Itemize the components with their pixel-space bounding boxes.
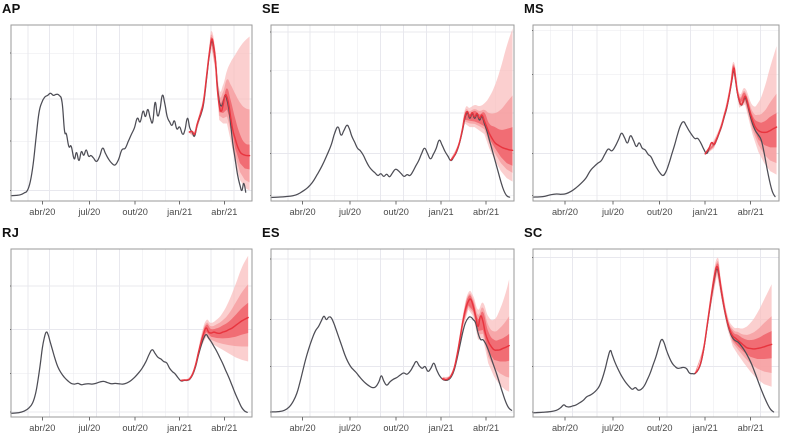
- prediction-interval-bands: [450, 28, 513, 182]
- series-forecast_median: [704, 67, 778, 155]
- panel-title-ap: AP: [2, 1, 21, 16]
- gridlines: [11, 25, 252, 201]
- x-tick-label: abr/21: [473, 423, 499, 433]
- x-tick-label: abr/21: [211, 423, 237, 433]
- x-tick-label: out/20: [122, 207, 148, 217]
- x-tick-label: abr/20: [552, 207, 578, 217]
- x-tick-label: out/20: [383, 423, 409, 433]
- gridlines: [271, 25, 514, 201]
- series-observed: [532, 70, 776, 198]
- panel-title-se: SE: [262, 1, 280, 16]
- x-tick-label: abr/21: [738, 207, 764, 217]
- plot-area-ms: abr/20 jul/20 out/20 jan/21 abr/21: [532, 24, 780, 217]
- band-mid_80: [442, 293, 510, 380]
- plot-area-sc: abr/20 jul/20 out/20 jan/21 abr/21: [532, 248, 780, 433]
- band-inner_50: [695, 263, 772, 374]
- series-observed: [10, 40, 247, 197]
- prediction-interval-bands: [181, 255, 249, 382]
- x-tick-label: abr/20: [290, 207, 316, 217]
- series-forecast_median: [450, 110, 514, 161]
- x-tick-label: out/20: [647, 207, 673, 217]
- x-tick-label: jan/21: [692, 207, 718, 217]
- x-tick-label: jan/21: [166, 207, 192, 217]
- series-observed: [270, 315, 513, 413]
- panel-border: [532, 248, 780, 418]
- x-tick-label: abr/20: [29, 423, 55, 433]
- panel-border: [10, 24, 253, 202]
- x-tick-label: jul/20: [77, 423, 100, 433]
- x-tick-label: abr/20: [290, 423, 316, 433]
- gridlines: [533, 25, 779, 201]
- x-tick-label: jul/20: [601, 207, 624, 217]
- band-inner_50: [181, 302, 249, 381]
- plot-area-es: abr/20 jul/20 out/20 jan/21 abr/21: [270, 248, 515, 433]
- prediction-interval-bands: [189, 31, 250, 191]
- band-outer_95: [181, 255, 249, 382]
- x-tick-label: jul/20: [77, 207, 100, 217]
- series-forecast_median: [180, 316, 249, 382]
- plot-area-ap: abr/20 jul/20 out/20 jan/21 abr/21: [10, 24, 253, 217]
- x-tick-label: jan/21: [692, 423, 718, 433]
- band-inner_50: [450, 110, 513, 166]
- x-tick-label: abr/21: [211, 207, 237, 217]
- series-observed: [532, 268, 775, 414]
- x-tick-label: abr/21: [738, 423, 764, 433]
- gridlines: [533, 249, 779, 417]
- prediction-interval-bands: [705, 46, 777, 175]
- panel-title-rj: RJ: [2, 225, 20, 240]
- x-tick-label: jan/21: [428, 423, 454, 433]
- x-tick-label: jul/20: [601, 423, 624, 433]
- x-tick-label: jul/20: [338, 423, 361, 433]
- series-forecast_median: [188, 38, 251, 157]
- band-inner_50: [705, 65, 777, 155]
- series-forecast_median: [441, 298, 510, 381]
- x-tick-label: abr/20: [29, 207, 55, 217]
- x-tick-label: abr/21: [473, 207, 499, 217]
- prediction-interval-bands: [695, 257, 772, 387]
- panel-title-sc: SC: [524, 225, 543, 240]
- x-tick-label: abr/20: [552, 423, 578, 433]
- series-observed: [10, 331, 248, 414]
- panel-border: [270, 248, 515, 418]
- panel-title-es: ES: [262, 225, 280, 240]
- x-tick-label: out/20: [383, 207, 409, 217]
- gridlines: [271, 249, 514, 417]
- x-tick-label: out/20: [122, 423, 148, 433]
- x-tick-label: out/20: [647, 423, 673, 433]
- panel-title-ms: MS: [524, 1, 544, 16]
- series-forecast_median: [694, 265, 773, 374]
- x-tick-label: jan/21: [428, 207, 454, 217]
- panel-border: [10, 248, 253, 418]
- plot-area-se: abr/20 jul/20 out/20 jan/21 abr/21: [270, 24, 515, 217]
- band-mid_80: [705, 64, 777, 164]
- x-tick-label: jan/21: [166, 423, 192, 433]
- x-tick-label: jul/20: [338, 207, 361, 217]
